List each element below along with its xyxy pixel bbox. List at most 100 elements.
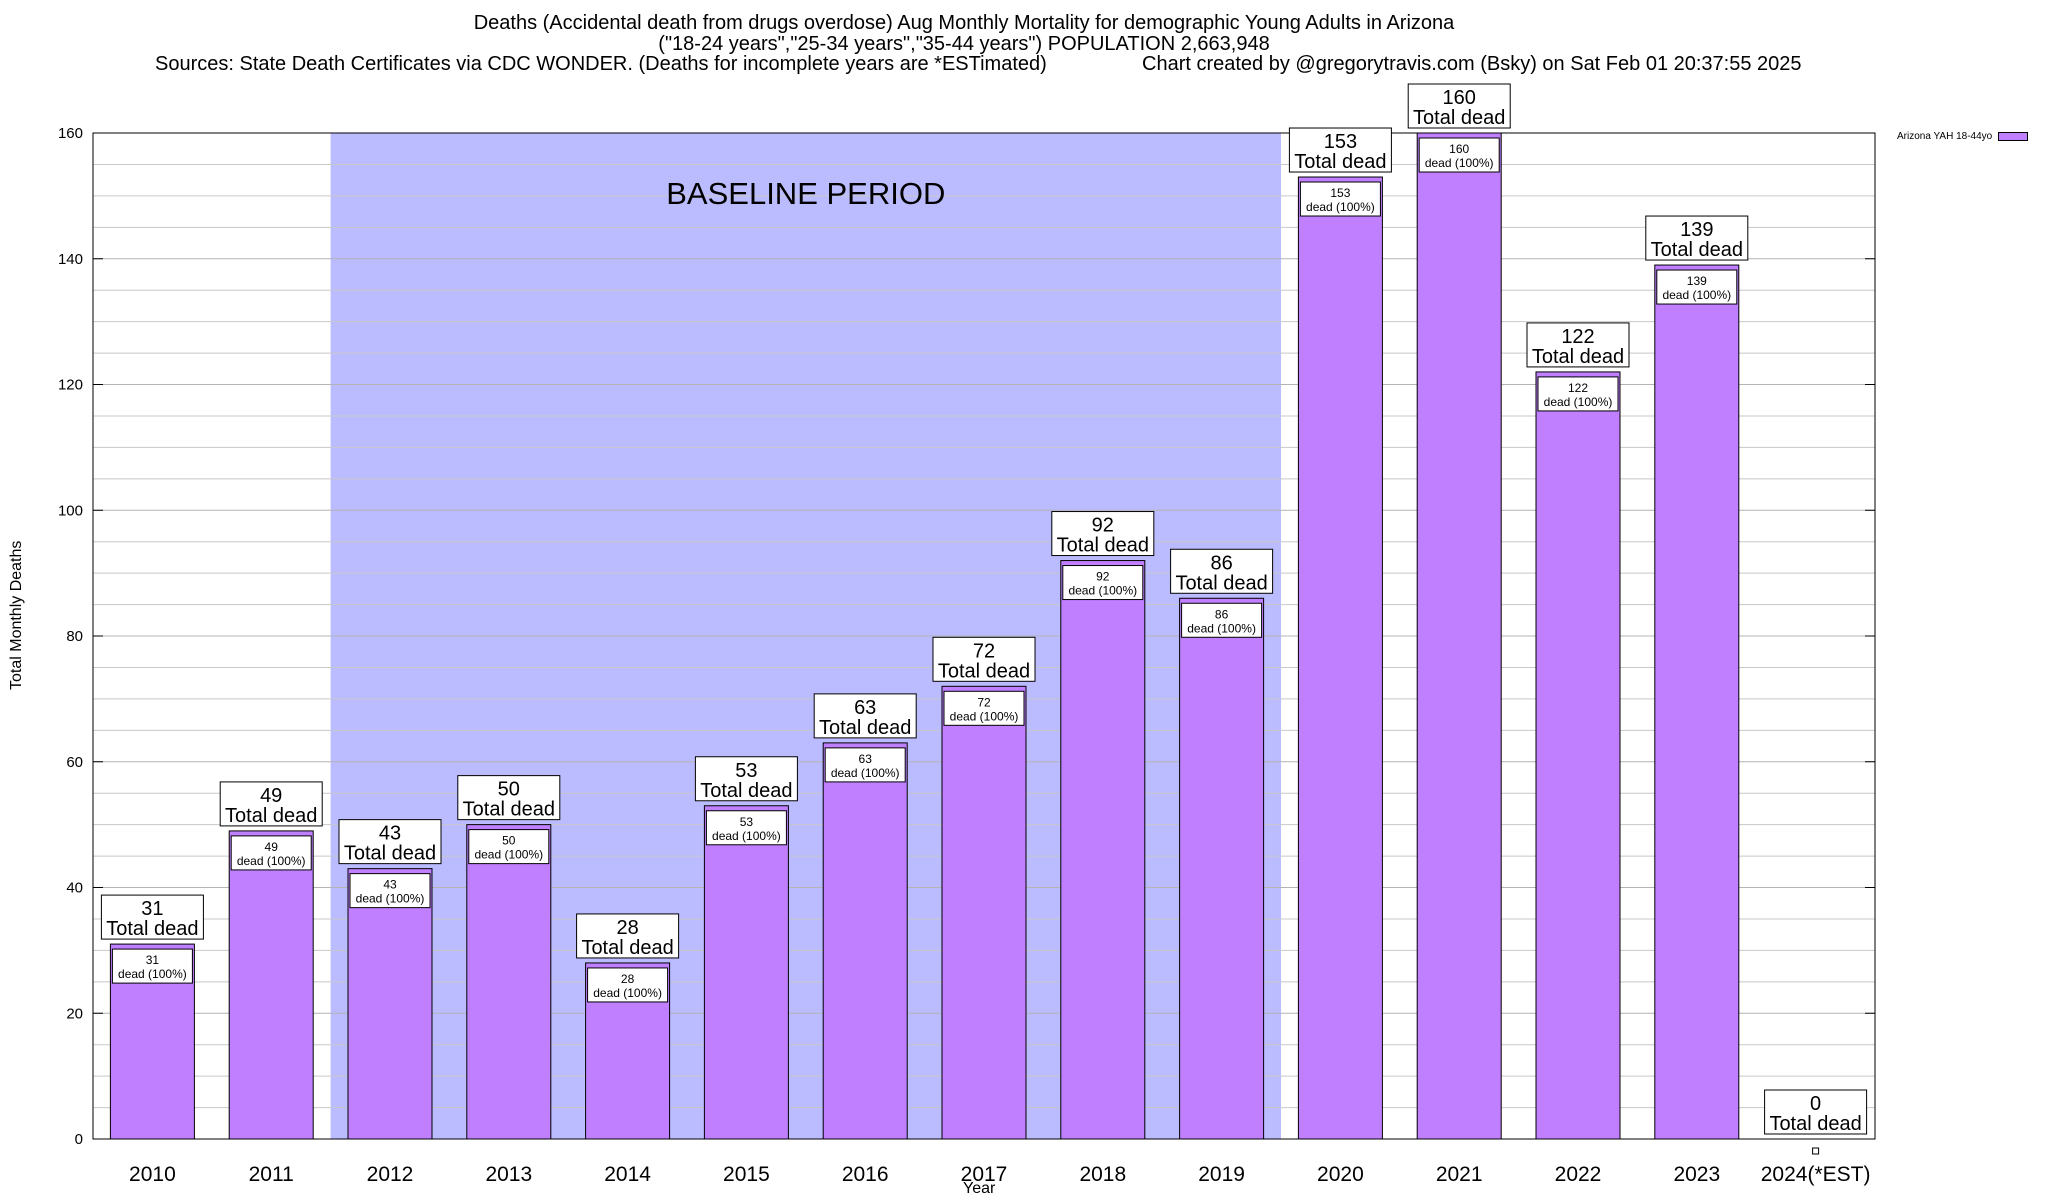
total-value: 139: [1680, 219, 1713, 241]
bar-inner-text: dead (100%): [950, 709, 1019, 723]
bar-inner-value: 49: [265, 840, 279, 854]
bar-inner-text: dead (100%): [1306, 200, 1375, 214]
x-tick-label: 2024(*EST): [1761, 1163, 1871, 1186]
x-tick-label: 2013: [485, 1163, 532, 1186]
x-tick-label: 2015: [723, 1163, 770, 1186]
total-text: Total dead: [1413, 107, 1505, 129]
total-label-box: [1645, 215, 1749, 261]
bar-inner-text: dead (100%): [474, 848, 543, 862]
bar-inner-text: dead (100%): [593, 986, 662, 1000]
total-label-box: [1288, 127, 1392, 173]
bar: [703, 805, 789, 1140]
bar: [466, 824, 552, 1140]
total-value: 86: [1210, 552, 1232, 574]
bar-inner-value: 31: [146, 953, 160, 967]
x-axis-label: Year: [963, 1180, 996, 1197]
bar-inner-label-box: [587, 967, 669, 1003]
bar-inner-label-box: [824, 747, 906, 783]
bar-inner-value: 72: [977, 695, 991, 709]
total-label-box: [457, 775, 561, 821]
bar: [1060, 560, 1146, 1140]
total-text: Total dead: [1651, 239, 1743, 261]
bar-inner-text: dead (100%): [1544, 395, 1613, 409]
bar-inner-value: 160: [1449, 142, 1469, 156]
x-tick-label: 2018: [1079, 1163, 1126, 1186]
bar-inner-value: 28: [621, 972, 635, 986]
total-value: 28: [616, 917, 638, 939]
x-tick-label: 2010: [129, 1163, 176, 1186]
y-tick-label: 0: [75, 1131, 83, 1148]
bar: [941, 685, 1027, 1140]
x-tick-label: 2014: [604, 1163, 651, 1186]
total-value: 63: [854, 697, 876, 719]
bar: [347, 868, 433, 1140]
total-value: 50: [498, 779, 520, 801]
bar: [1654, 264, 1740, 1140]
bar-inner-label-box: [230, 835, 312, 871]
total-label-box: [1526, 322, 1630, 368]
total-text: Total dead: [819, 717, 911, 739]
chart-title-line-2: ("18-24 years","25-34 years","35-44 year…: [658, 33, 1270, 55]
total-text: Total dead: [1175, 572, 1267, 594]
total-label-box: [1764, 1089, 1868, 1135]
total-value: 43: [379, 823, 401, 845]
total-text: Total dead: [344, 843, 436, 865]
bar-inner-text: dead (100%): [1187, 621, 1256, 635]
y-tick-label: 100: [58, 502, 83, 519]
y-tick-label: 20: [66, 1005, 83, 1022]
total-text: Total dead: [581, 937, 673, 959]
total-label-box: [1407, 83, 1511, 129]
y-tick-label: 80: [66, 628, 83, 645]
chart-title-line-1: Deaths (Accidental death from drugs over…: [473, 12, 1455, 34]
bar-inner-value: 139: [1687, 274, 1707, 288]
bar: [1416, 132, 1502, 1140]
total-text: Total dead: [1532, 346, 1624, 368]
y-tick-label: 120: [58, 377, 83, 394]
bar-inner-text: dead (100%): [1068, 584, 1137, 598]
bar-inner-label-box: [1299, 181, 1381, 217]
x-tick-label: 2017: [961, 1163, 1008, 1186]
bar-inner-label-box: [705, 810, 787, 846]
legend: Arizona YAH 18-44yo: [1897, 131, 2029, 142]
total-label-box: [219, 781, 323, 827]
bar-inner-value: 63: [859, 752, 873, 766]
bar: [822, 742, 908, 1140]
bar-inner-value: 92: [1096, 570, 1110, 584]
total-label-box: [338, 819, 442, 865]
total-label-box: [694, 756, 798, 802]
total-value: 31: [141, 898, 163, 920]
y-tick-label: 160: [58, 125, 83, 142]
bar-inner-label-box: [1062, 565, 1144, 601]
legend-label: Arizona YAH 18-44yo: [1897, 131, 1993, 142]
bar-inner-value: 53: [740, 815, 754, 829]
baseline-label: BASELINE PERIOD: [666, 176, 945, 211]
x-tick-label: 2016: [842, 1163, 889, 1186]
bar-inner-label-box: [1418, 137, 1500, 173]
x-tick-label: 2019: [1198, 1163, 1245, 1186]
bar: [1179, 597, 1265, 1140]
total-value: 153: [1324, 131, 1357, 153]
x-tick-label: 2023: [1673, 1163, 1720, 1186]
bar-inner-text: dead (100%): [1425, 156, 1494, 170]
x-tick-label: 2020: [1317, 1163, 1364, 1186]
y-tick-label: 40: [66, 880, 83, 897]
y-tick-label: 140: [58, 251, 83, 268]
bar: [1297, 176, 1383, 1140]
legend-swatch: [1998, 132, 2029, 141]
bar-inner-value: 153: [1330, 186, 1350, 200]
total-value: 92: [1092, 515, 1114, 537]
bar-inner-text: dead (100%): [1662, 288, 1731, 302]
chart-credit-line: Chart created by @gregorytravis.com (Bsk…: [1142, 53, 1802, 75]
bar-inner-label-box: [1656, 269, 1738, 305]
bar-inner-text: dead (100%): [712, 829, 781, 843]
bar-inner-label-box: [468, 829, 550, 865]
bar-inner-text: dead (100%): [237, 854, 306, 868]
bar-inner-value: 122: [1568, 381, 1588, 395]
total-label-box: [1051, 511, 1155, 557]
x-tick-label: 2011: [249, 1163, 294, 1186]
chart-source-line: Sources: State Death Certificates via CD…: [155, 53, 1047, 75]
x-tick-label: 2021: [1436, 1163, 1483, 1186]
total-value: 0: [1810, 1093, 1821, 1115]
bar-zero-marker: [1812, 1147, 1820, 1155]
